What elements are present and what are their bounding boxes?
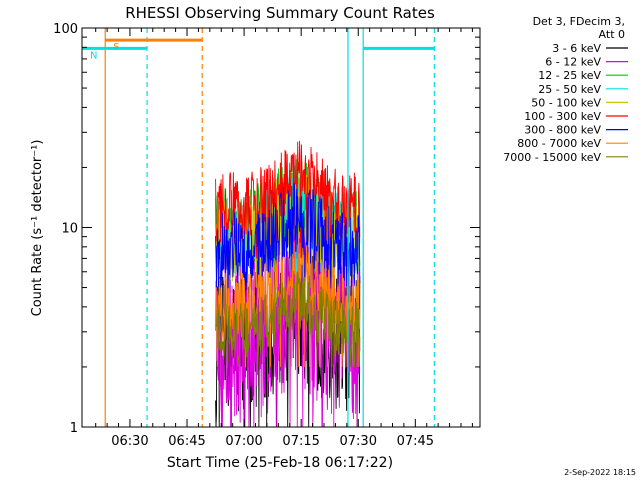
legend-label-4: 50 - 100 keV: [531, 96, 601, 109]
y-tick-label-0: 1: [70, 421, 78, 436]
legend-label-1: 6 - 12 keV: [545, 56, 601, 69]
series-line-5: [215, 140, 361, 259]
legend-label-7: 800 - 7000 keV: [517, 137, 601, 150]
legend-label-3: 25 - 50 keV: [538, 83, 601, 96]
series-line-7: [215, 242, 361, 368]
x-tick-label-0: 06:30: [111, 434, 148, 449]
legend-header-line-2: Att 0: [599, 28, 625, 41]
series-line-8: [215, 270, 361, 367]
x-tick-label-4: 07:30: [340, 434, 377, 449]
legend-label-0: 3 - 6 keV: [552, 42, 601, 55]
legend-label-6: 300 - 800 keV: [524, 124, 601, 137]
legend-header-line-1: Det 3, FDecim 3,: [533, 15, 625, 28]
y-tick-label-2: 100: [53, 22, 78, 37]
x-tick-label-3: 07:15: [282, 434, 319, 449]
x-tick-label-5: 07:45: [397, 434, 434, 449]
marker-layer: SN: [82, 28, 435, 427]
legend-label-5: 100 - 300 keV: [524, 110, 601, 123]
x-axis-label: Start Time (25-Feb-18 06:17:22): [167, 455, 393, 471]
legend-label-8: 7000 - 15000 keV: [503, 151, 601, 164]
x-tick-label-1: 06:45: [168, 434, 205, 449]
series-line-1: [215, 217, 361, 428]
y-axis-label: Count Rate (s⁻¹ detector⁻¹): [30, 140, 45, 317]
axis-layer: 06:30 06:45 07:00 07:15 07:30 07:45 1 10 100: [53, 22, 480, 449]
series-line-6: [215, 183, 361, 294]
data-layer: [215, 140, 361, 428]
y-tick-label-1: 10: [61, 222, 78, 237]
legend-label-2: 12 - 25 keV: [538, 69, 601, 82]
timestamp: 2-Sep-2022 18:15: [564, 468, 636, 477]
flag-label-1: N: [90, 50, 97, 61]
x-tick-label-2: 07:00: [225, 434, 262, 449]
chart-title: RHESSI Observing Summary Count Rates: [125, 4, 435, 22]
